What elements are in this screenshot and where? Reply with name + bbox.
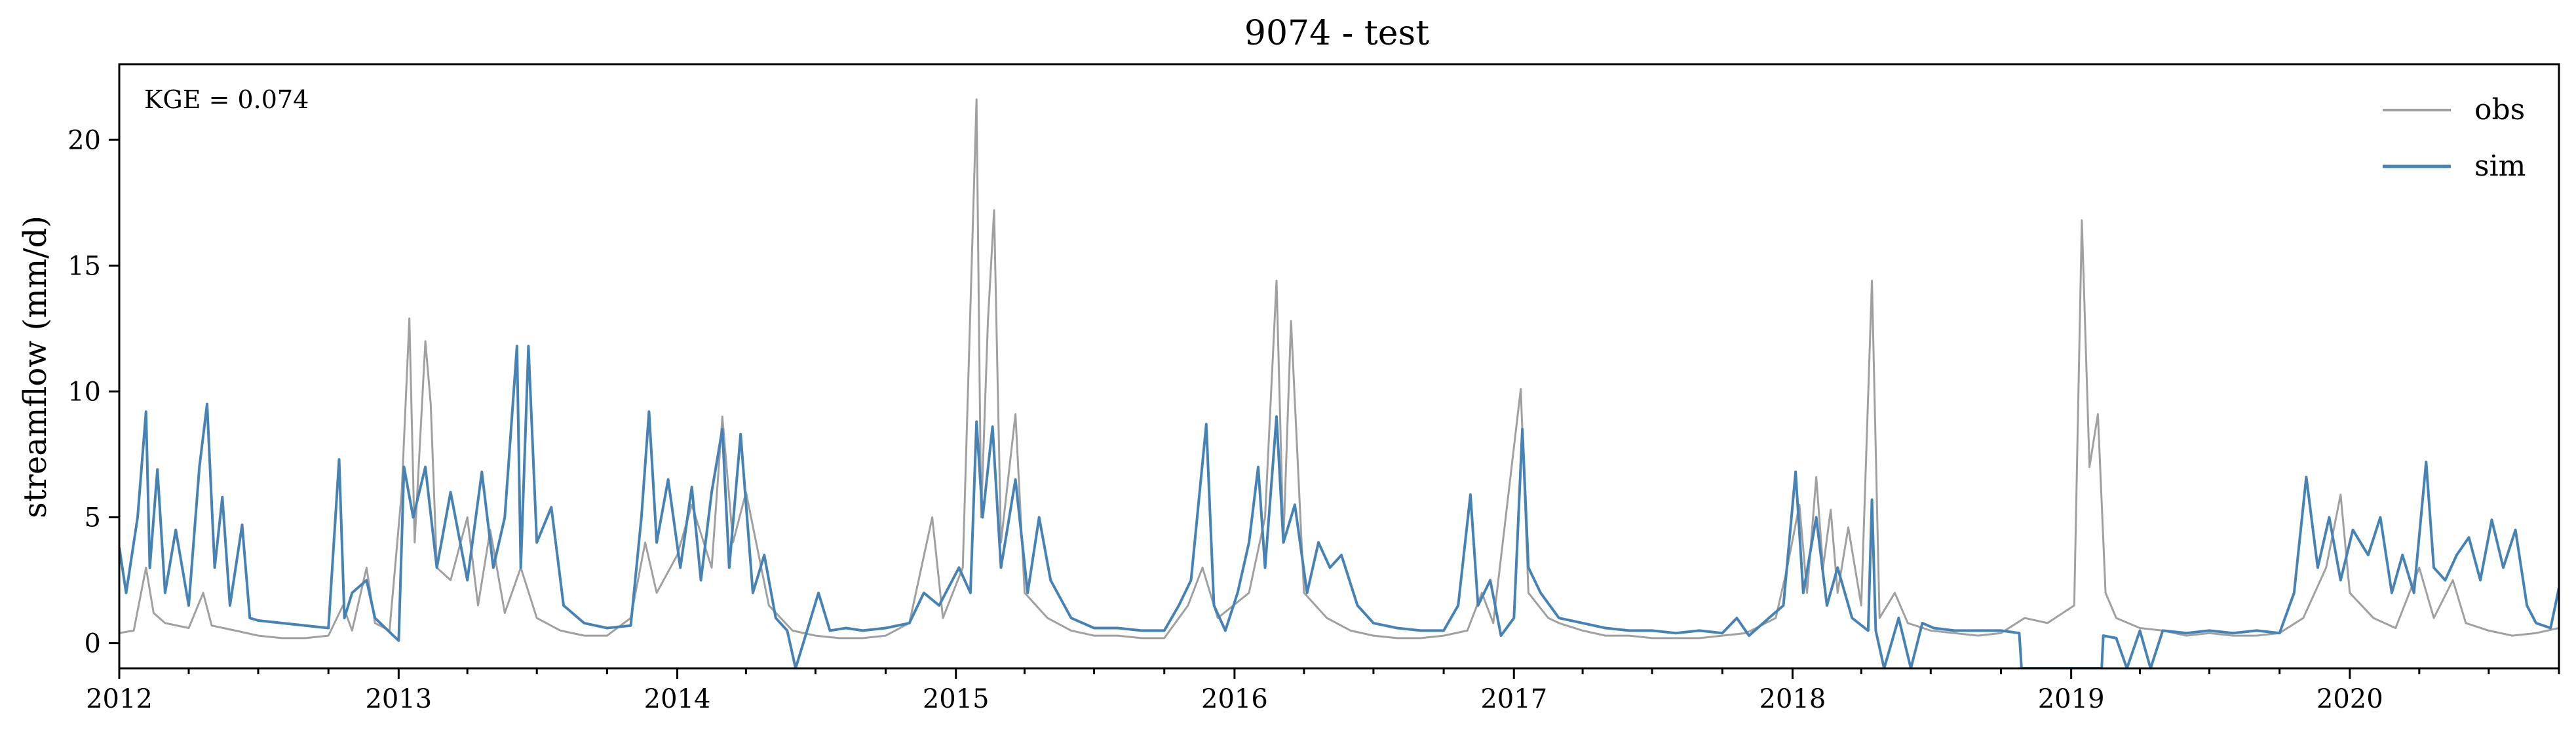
chart-title: 9074 - test bbox=[1244, 14, 1429, 53]
kge-annotation: KGE = 0.074 bbox=[144, 85, 309, 114]
x-tick-label: 2012 bbox=[86, 684, 153, 714]
series-layer bbox=[119, 98, 2559, 668]
y-tick-label: 10 bbox=[67, 377, 101, 407]
y-tick-label: 0 bbox=[85, 629, 101, 659]
y-axis-label: streamflow (mm/d) bbox=[17, 216, 54, 518]
plot-frame bbox=[118, 63, 2560, 670]
x-tick-label: 2013 bbox=[365, 684, 432, 714]
x-tick-label: 2017 bbox=[1480, 684, 1547, 714]
x-tick-label: 2019 bbox=[2038, 684, 2105, 714]
x-axis: 2012 2013 2014 2015 2016 2017 2018 2019 2020 bbox=[86, 668, 2560, 714]
x-tick-label: 2018 bbox=[1759, 684, 1826, 714]
series-line-obs bbox=[119, 98, 2559, 640]
y-tick-label: 5 bbox=[85, 503, 101, 533]
legend-label-sim: sim bbox=[2474, 149, 2526, 183]
x-tick-label: 2020 bbox=[2316, 684, 2383, 714]
series-line-sim bbox=[119, 345, 2559, 668]
y-tick-label: 20 bbox=[67, 125, 101, 155]
x-tick-label: 2014 bbox=[644, 684, 711, 714]
y-axis: 0 5 10 15 20 bbox=[67, 125, 119, 659]
legend: obs sim bbox=[2383, 93, 2526, 183]
legend-label-obs: obs bbox=[2474, 93, 2525, 126]
y-tick-label: 15 bbox=[67, 251, 101, 281]
x-tick-label: 2015 bbox=[923, 684, 990, 714]
x-tick-label: 2016 bbox=[1201, 684, 1268, 714]
